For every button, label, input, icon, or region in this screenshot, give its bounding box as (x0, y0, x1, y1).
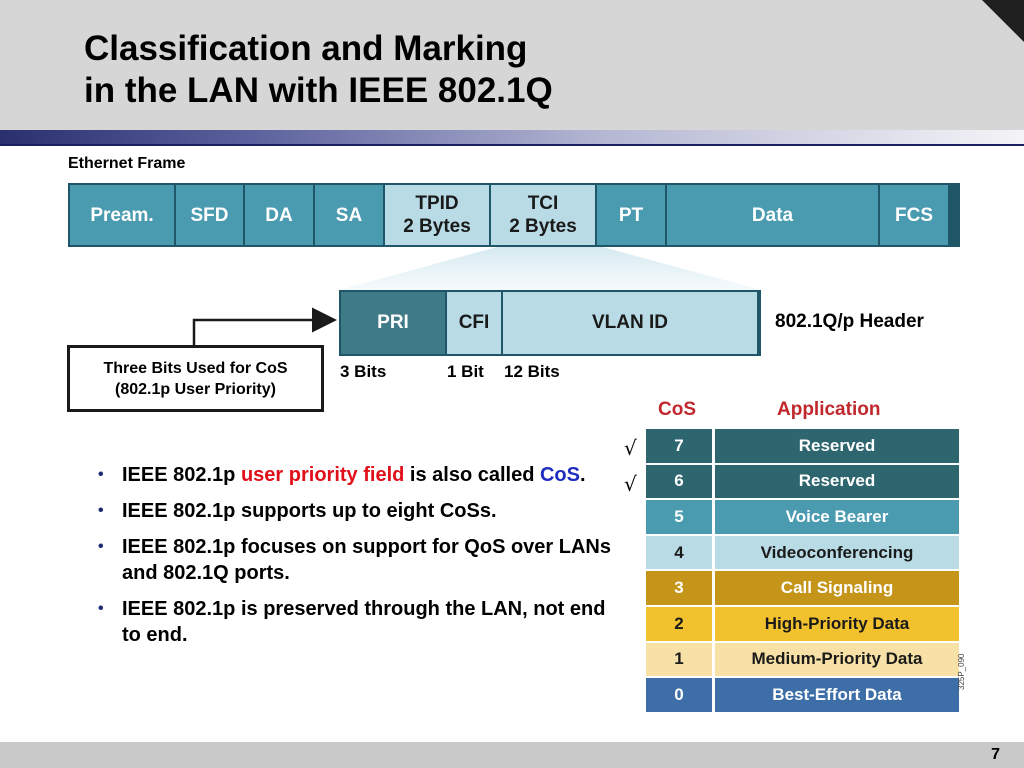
cos-value: 3 (646, 571, 715, 605)
cos-value: 4 (646, 535, 715, 570)
cos-value: 1 (646, 642, 715, 677)
cos-application: Medium-Priority Data (715, 642, 959, 677)
bullet-text: IEEE 802.1p supports up to eight CoSs. (122, 500, 497, 522)
frame-field-tpid: TPID 2 Bytes (385, 185, 489, 245)
cos-application: Call Signaling (715, 571, 959, 605)
bullet-dot: • (98, 538, 104, 555)
callout-arrow (192, 307, 337, 345)
frame-field-label: SFD (190, 204, 229, 226)
bullet-text: . (579, 464, 586, 486)
pri-bits-label: 3 Bits (340, 362, 387, 381)
dot1q-field-cfi: CFI (447, 292, 501, 354)
frame-field-tci: TCI 2 Bytes (491, 185, 595, 245)
footer-bar: 7 (0, 742, 1024, 768)
cos-value: 2 (646, 606, 715, 641)
title-gradient-rule (0, 130, 1024, 146)
frame-field-label: TCI (527, 193, 559, 214)
frame-field-label: Data (751, 204, 794, 226)
frame-field-label: TPID (415, 193, 459, 214)
cos-row: 5 Voice Bearer (646, 500, 959, 536)
cfi-bits-label: 1 Bit (447, 362, 484, 381)
bullet-text: IEEE 802.1p focuses on support for QoS o… (122, 536, 611, 584)
tci-expansion-shape (339, 247, 761, 290)
cos-application: Videoconferencing (715, 535, 959, 570)
frame-field-da: DA (245, 185, 313, 245)
cos-application: Reserved (715, 464, 959, 499)
frame-field-label: PT (618, 204, 644, 226)
callout-line-2: (802.1p User Priority) (115, 380, 276, 398)
cos-value: 5 (646, 500, 715, 534)
cos-row: 6 Reserved (646, 464, 959, 501)
frame-field-label: SA (335, 204, 363, 226)
callout-line-1: Three Bits Used for CoS (103, 359, 288, 377)
ethernet-frame-label: Ethernet Frame (68, 155, 186, 172)
title-rule-line (0, 144, 1024, 146)
figure-code: 325P_090 (957, 653, 966, 690)
frame-field-label: FCS (895, 204, 933, 226)
frame-field-size: 2 Bytes (509, 216, 577, 237)
bullet-item: • IEEE 802.1p focuses on support for QoS… (98, 534, 618, 586)
frame-field-label: Pream. (90, 204, 154, 226)
cos-value: 0 (646, 678, 715, 712)
dot1q-header: PRI CFI VLAN ID (339, 290, 761, 356)
bullet-highlight-red: user priority field (240, 464, 405, 486)
cos-value: 6 (646, 464, 715, 499)
check-mark-cos-6: √ (624, 472, 637, 496)
frame-field-pt: PT (597, 185, 665, 245)
application-column-header: Application (777, 399, 881, 420)
cos-table: 7 Reserved 6 Reserved 5 Voice Bearer 4 Videocon… (646, 429, 959, 714)
corner-triangle (982, 0, 1024, 42)
bullet-item: • IEEE 802.1p user priority field is als… (98, 462, 618, 488)
check-mark-cos-7: √ (624, 436, 637, 460)
bullet-text: is also called (404, 464, 540, 486)
bullet-item: • IEEE 802.1p supports up to eight CoSs. (98, 498, 618, 524)
frame-field-fcs: FCS (880, 185, 948, 245)
frame-field-sfd: SFD (176, 185, 243, 245)
cos-row: 7 Reserved (646, 429, 959, 465)
frame-field-preamble: Pream. (70, 185, 174, 245)
cos-row: 3 Call Signaling (646, 571, 959, 607)
dot1q-field-pri: PRI (341, 292, 445, 354)
bullet-text: IEEE 802.1p (122, 464, 241, 486)
frame-field-label: DA (265, 204, 293, 226)
bullet-dot: • (98, 600, 104, 617)
bullet-list: • IEEE 802.1p user priority field is als… (98, 462, 618, 658)
frame-field-size: 2 Bytes (403, 216, 471, 237)
cos-application: Reserved (715, 429, 959, 463)
bullet-item: • IEEE 802.1p is preserved through the L… (98, 596, 618, 648)
cos-row: 0 Best-Effort Data (646, 678, 959, 714)
slide-title: Classification and Marking in the LAN wi… (84, 28, 553, 112)
cos-row: 4 Videoconferencing (646, 535, 959, 572)
bullet-dot: • (98, 502, 104, 519)
cos-value: 7 (646, 429, 715, 463)
bullet-dot: • (98, 466, 104, 483)
dot1q-header-label: 802.1Q/p Header (775, 311, 924, 332)
frame-field-data: Data (667, 185, 878, 245)
cos-column-header: CoS (658, 399, 696, 420)
frame-field-sa: SA (315, 185, 383, 245)
dot1q-field-vlan-id: VLAN ID (503, 292, 757, 354)
slide-title-line-2: in the LAN with IEEE 802.1Q (84, 71, 553, 110)
ethernet-frame: Pream. SFD DA SA TPID 2 Bytes TCI 2 Byte… (68, 183, 960, 247)
cos-row: 1 Medium-Priority Data (646, 642, 959, 679)
cos-row: 2 High-Priority Data (646, 606, 959, 643)
slide-title-line-1: Classification and Marking (84, 29, 528, 68)
bullet-text: IEEE 802.1p is preserved through the LAN… (122, 598, 606, 646)
cos-application: High-Priority Data (715, 606, 959, 641)
page-number: 7 (991, 746, 1000, 763)
title-bar (0, 0, 1024, 130)
cos-application: Voice Bearer (715, 500, 959, 534)
cos-application: Best-Effort Data (715, 678, 959, 712)
vlan-bits-label: 12 Bits (504, 362, 560, 381)
cos-bits-callout: Three Bits Used for CoS (802.1p User Pri… (67, 345, 324, 412)
bullet-highlight-blue: CoS (539, 464, 580, 486)
